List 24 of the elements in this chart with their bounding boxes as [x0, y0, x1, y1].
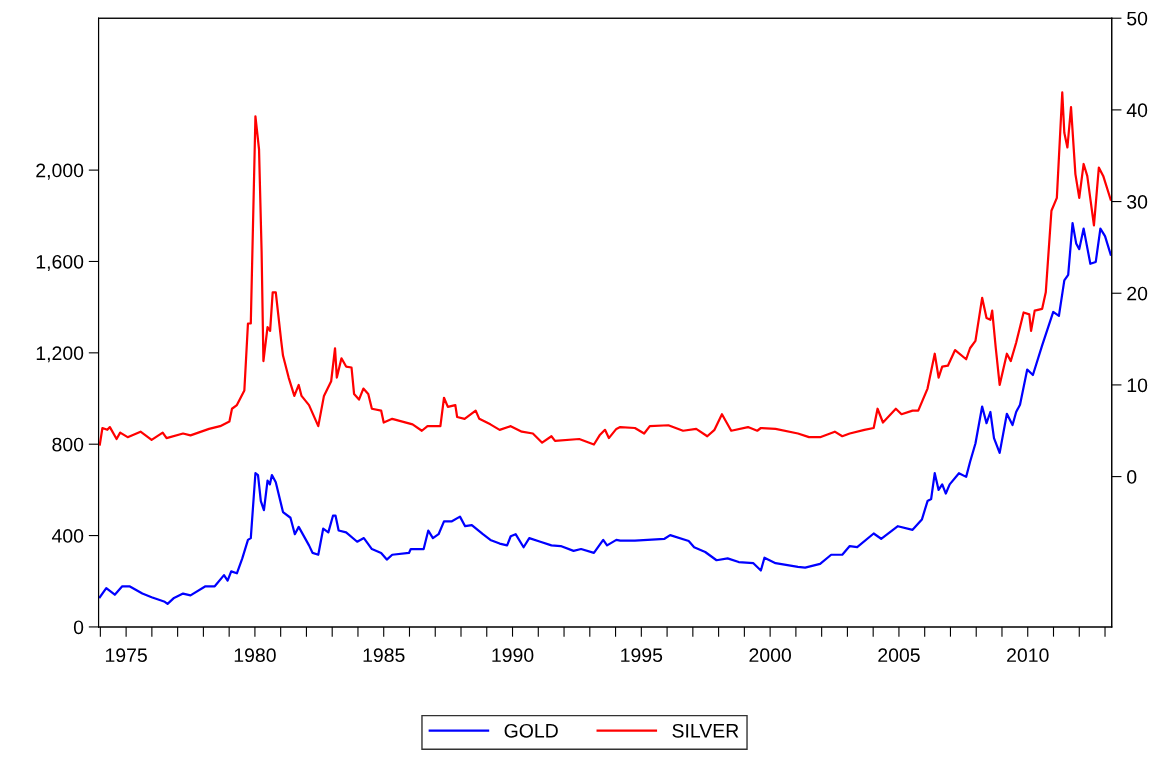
x-tick-label: 2005 — [878, 648, 920, 663]
y2-tick-label: 20 — [1127, 286, 1148, 301]
line-series — [98, 221, 1112, 605]
x-tick-label: 1995 — [621, 648, 663, 663]
y-tick-label: 800 — [52, 437, 84, 452]
x-tick-label: 2010 — [1007, 648, 1049, 663]
legend-label: SILVER — [672, 723, 739, 738]
x-tick-label: 1990 — [492, 648, 534, 663]
x-tick-label: 1975 — [105, 648, 147, 663]
y-tick-label: 2,000 — [36, 163, 84, 180]
y-tick-label: 1,600 — [36, 254, 84, 272]
y2-tick-label: 40 — [1126, 103, 1148, 118]
x-tick-label: 1985 — [363, 648, 405, 663]
line-series — [98, 91, 1112, 446]
y2-tick-label: 30 — [1127, 195, 1148, 209]
y2-tick-label: 0 — [1127, 470, 1137, 484]
y-tick-label: 400 — [51, 529, 84, 543]
y2-tick-label: 10 — [1127, 378, 1148, 393]
legend-label: GOLD — [504, 723, 558, 738]
x-tick-label: 1980 — [234, 648, 276, 663]
y-tick-label: 0 — [73, 620, 84, 635]
x-tick-label: 2000 — [749, 648, 791, 663]
y2-tick-label: 50 — [1127, 11, 1148, 26]
y-tick-label: 1,200 — [36, 346, 84, 363]
